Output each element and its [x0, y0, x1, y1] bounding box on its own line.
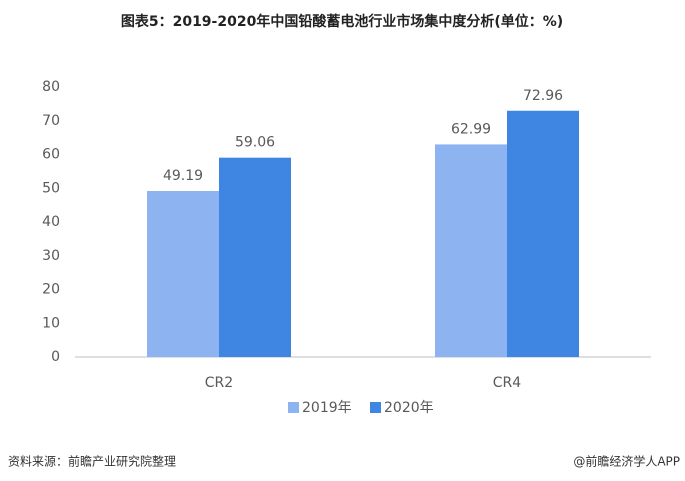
bar	[435, 144, 507, 357]
legend-swatch	[288, 402, 299, 413]
credit: @前瞻经济学人APP	[573, 454, 680, 469]
y-tick-label: 80	[42, 79, 60, 95]
bar	[507, 110, 579, 357]
bar	[147, 190, 219, 357]
source: 资料来源：前瞻产业研究院整理	[8, 454, 176, 469]
bar	[219, 157, 291, 357]
y-tick-label: 20	[42, 282, 60, 298]
legend-label: 2020年	[384, 400, 434, 416]
y-tick-label: 50	[42, 180, 60, 196]
y-tick-label: 40	[42, 214, 60, 230]
data-label: 72.96	[523, 88, 563, 104]
x-tick-label: CR4	[493, 375, 522, 391]
y-tick-label: 10	[42, 315, 60, 331]
chart-title: 图表5：2019-2020年中国铅酸蓄电池行业市场集中度分析(单位：%)	[121, 13, 563, 30]
y-tick-label: 30	[42, 248, 60, 264]
legend-label: 2019年	[302, 400, 352, 416]
x-tick-label: CR2	[205, 375, 233, 391]
y-tick-label: 70	[42, 113, 60, 129]
y-tick-label: 0	[51, 349, 60, 365]
data-label: 59.06	[235, 135, 275, 151]
data-label: 62.99	[451, 121, 491, 137]
legend-swatch	[370, 402, 381, 413]
data-label: 49.19	[163, 168, 203, 184]
y-tick-label: 60	[42, 147, 60, 163]
